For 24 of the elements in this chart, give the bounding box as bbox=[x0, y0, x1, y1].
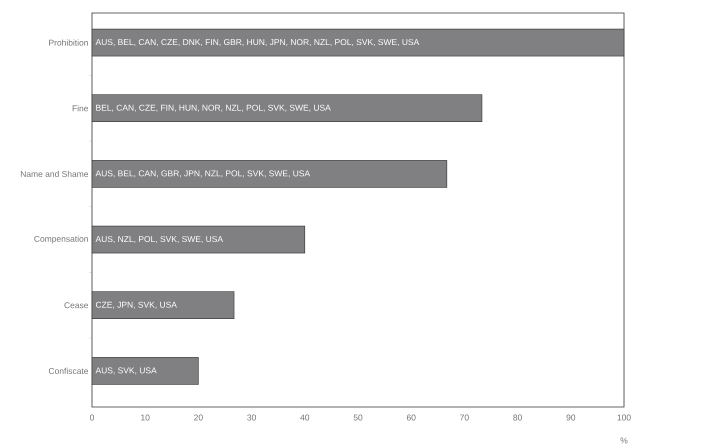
data-label: BEL, CAN, CZE, FIN, HUN, NOR, NZL, POL, SVK, SWE, USA bbox=[96, 104, 331, 112]
y-tick-label: Prohibition bbox=[49, 39, 88, 46]
x-tick-label: 70 bbox=[460, 414, 469, 420]
x-tick-label: 0 bbox=[90, 414, 94, 420]
x-axis-title: % bbox=[620, 438, 628, 444]
x-tick-label: 90 bbox=[566, 414, 576, 420]
y-tick-label: Fine bbox=[72, 105, 88, 112]
y-tick-label: Name and Shame bbox=[20, 170, 88, 177]
data-label: AUS, SVK, USA bbox=[96, 367, 157, 374]
data-label: AUS, NZL, POL, SVK, SWE, USA bbox=[96, 236, 224, 244]
x-tick-label: 40 bbox=[300, 414, 310, 420]
x-tick-label: 80 bbox=[513, 414, 522, 420]
x-tick-label: 60 bbox=[406, 414, 416, 420]
x-tick-label: 10 bbox=[141, 414, 150, 420]
data-label: AUS, BEL, CAN, CZE, DNK, FIN, GBR, HUN, JPN, NOR, NZL, POL, SVK, SWE, USA bbox=[96, 39, 420, 46]
x-tick-label: 30 bbox=[247, 414, 256, 420]
data-label: CZE, JPN, SVK, USA bbox=[96, 302, 177, 309]
y-tick-label: Confiscate bbox=[48, 368, 88, 374]
y-tick-label: Compensation bbox=[34, 236, 88, 244]
y-tick-label: Cease bbox=[64, 302, 88, 308]
x-tick-label: 100 bbox=[618, 414, 631, 420]
data-label: AUS, BEL, CAN, GBR, JPN, NZL, POL, SVK, SWE, USA bbox=[96, 170, 310, 178]
x-tick-label: 20 bbox=[194, 414, 203, 420]
x-tick-label: 50 bbox=[354, 414, 362, 420]
